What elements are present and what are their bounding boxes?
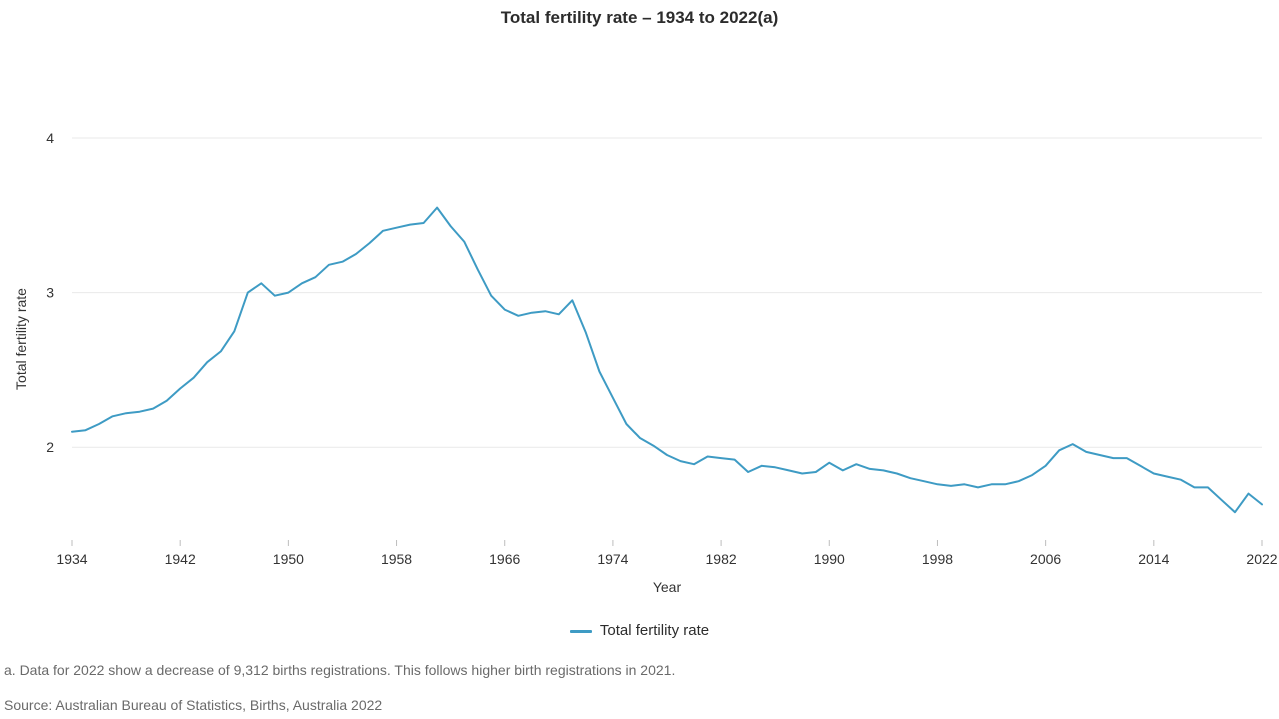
svg-text:1990: 1990 [814,551,845,567]
legend-label: Total fertility rate [600,622,709,639]
svg-text:2022: 2022 [1246,551,1277,567]
svg-text:1950: 1950 [273,551,304,567]
svg-text:1982: 1982 [706,551,737,567]
svg-text:1966: 1966 [489,551,520,567]
svg-text:1942: 1942 [165,551,196,567]
chart-source: Source: Australian Bureau of Statistics,… [4,697,382,713]
chart-legend: Total fertility rate [0,622,1279,639]
svg-text:1958: 1958 [381,551,412,567]
svg-text:1974: 1974 [597,551,628,567]
svg-text:2: 2 [46,439,54,455]
svg-text:2014: 2014 [1138,551,1169,567]
svg-text:2006: 2006 [1030,551,1061,567]
svg-text:1934: 1934 [56,551,87,567]
legend-line-icon [570,630,592,633]
svg-text:3: 3 [46,285,54,301]
svg-text:1998: 1998 [922,551,953,567]
svg-text:Total fertility rate: Total fertility rate [13,288,29,390]
chart-svg: 2 3 4 1934 1942 1950 1958 1966 1974 1982 1990 1998 2… [0,0,1279,719]
chart-container: Total fertility rate – 1934 to 2022(a) 2… [0,0,1279,719]
chart-footnote: a. Data for 2022 show a decrease of 9,31… [4,662,675,678]
svg-text:4: 4 [46,130,54,146]
svg-text:Year: Year [653,579,682,595]
